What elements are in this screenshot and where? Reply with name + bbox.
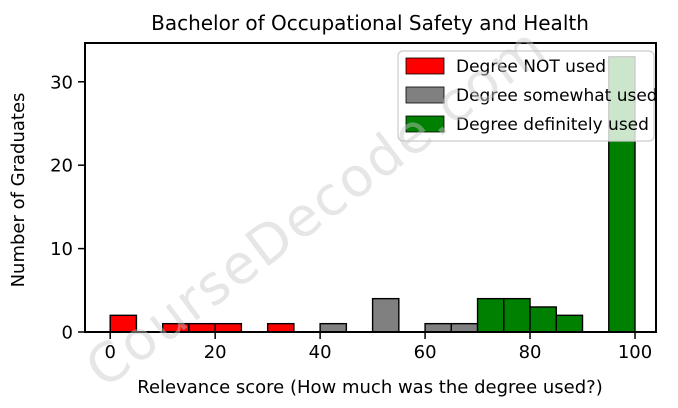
x-tick-label: 100 [618,342,652,363]
axes-frame [84,42,657,333]
legend: Degree NOT used Degree somewhat used Degre… [397,50,658,142]
y-axis-label: Number of Graduates [8,93,29,288]
y-tick-label: 30 [50,72,73,93]
x-tick-label: 60 [414,342,437,363]
legend-label: Degree definitely used [456,115,649,135]
x-tick-label: 20 [204,342,227,363]
x-tick-label: 40 [309,342,332,363]
x-tick-label: 0 [104,342,115,363]
legend-swatch [405,57,445,75]
legend-label: Degree NOT used [456,57,606,77]
histogram-bar [266,322,295,333]
y-ticks: 0 10 20 30 [50,72,85,344]
x-ticks: 0 20 40 60 80 100 [104,332,652,363]
legend-swatch [405,86,445,104]
legend-label: Degree somewhat used [456,86,658,106]
x-tick-label: 80 [519,342,542,363]
y-tick-label: 10 [50,239,73,260]
legend-swatch [405,115,445,133]
y-tick-label: 0 [62,323,73,344]
histogram-bar [503,297,531,333]
histogram-bar [476,297,505,333]
legend-box [397,50,655,142]
histogram-bar [529,306,557,333]
histogram-bar [450,322,479,333]
chart-title: Bachelor of Occupational Safety and Heal… [151,11,589,35]
histogram-bar [371,297,400,333]
x-axis-label: Relevance score (How much was the degree… [137,377,602,398]
histogram-bar [214,322,243,333]
histogram-bar [319,322,348,333]
histogram-bar [424,322,453,333]
y-tick-label: 20 [50,156,73,177]
histogram-bar [555,314,584,333]
